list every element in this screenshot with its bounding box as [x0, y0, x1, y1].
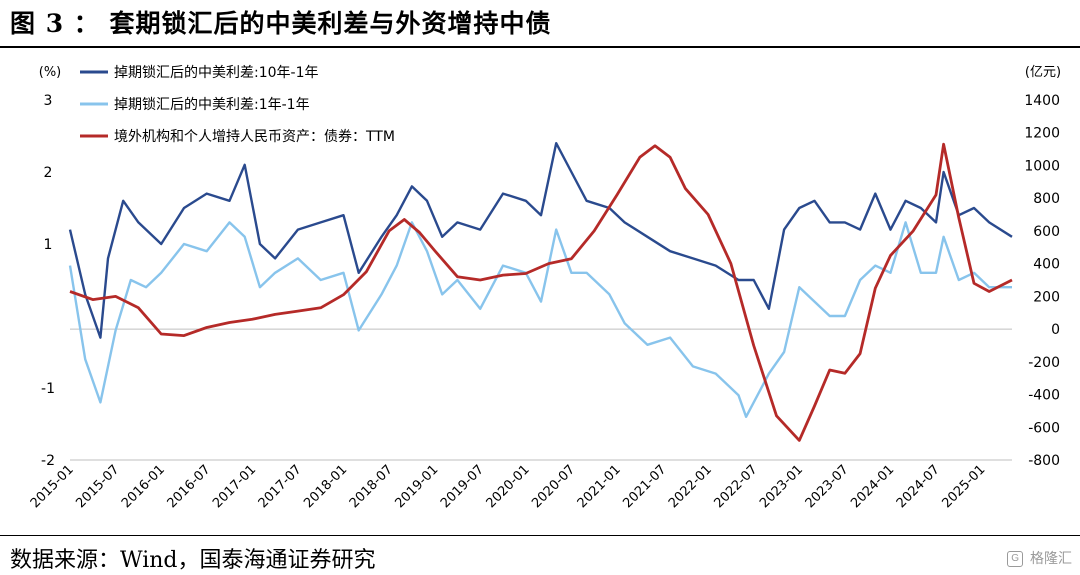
figure-title: 图 3 ： 套期锁汇后的中美利差与外资增持中债 — [10, 9, 552, 38]
watermark-logo-icon: G — [1007, 551, 1024, 568]
right-tick-label: 200 — [1033, 289, 1060, 305]
left-tick-label: 2 — [44, 165, 53, 181]
right-tick-label: -600 — [1028, 420, 1060, 436]
series-line-2 — [68, 221, 1012, 418]
x-tick-label: 2015-01 — [28, 462, 77, 511]
legend-label-2: 掉期锁汇后的中美利差:1年-1年 — [114, 97, 310, 113]
x-tick-label: 2019-07 — [438, 462, 487, 511]
x-tick-label: 2024-01 — [848, 462, 897, 511]
legend-label-1: 掉期锁汇后的中美利差:10年-1年 — [114, 65, 319, 81]
right-tick-label: 1400 — [1024, 93, 1060, 109]
left-tick-label: 3 — [44, 93, 53, 109]
legend-label-3: 境外机构和个人增持人民币资产：债券：TTM — [114, 129, 395, 145]
x-tick-label: 2015-07 — [73, 462, 122, 511]
right-tick-label: 800 — [1033, 191, 1060, 207]
x-tick-label: 2025-01 — [939, 462, 988, 511]
x-tick-label: 2018-07 — [347, 462, 396, 511]
left-tick-label: -1 — [41, 381, 55, 397]
x-tick-label: 2019-01 — [392, 462, 441, 511]
right-tick-label: -400 — [1028, 388, 1060, 404]
watermark-text: 格隆汇 — [1030, 550, 1072, 566]
right-tick-label: -800 — [1028, 453, 1060, 469]
left-tick-label: 1 — [44, 237, 53, 253]
left-axis-unit: (%) — [39, 65, 62, 80]
right-tick-label: 1000 — [1024, 158, 1060, 174]
x-tick-label: 2024-07 — [894, 462, 943, 511]
right-axis-unit: (亿元) — [1025, 65, 1061, 80]
series-line-1 — [68, 141, 1013, 339]
right-tick-label: 0 — [1051, 322, 1060, 338]
x-tick-label: 2016-07 — [165, 462, 214, 511]
watermark: G 格隆汇 — [1007, 548, 1072, 568]
x-tick-label: 2023-07 — [803, 462, 852, 511]
x-tick-label: 2022-07 — [712, 462, 761, 511]
x-tick-label: 2016-01 — [119, 462, 168, 511]
series-line-3 — [69, 142, 1013, 442]
x-tick-label: 2021-07 — [620, 462, 669, 511]
chart: -2 -1 1 2 3 (%) -800 -600 -400 -200 0 200 400 600 800 1… — [28, 65, 1061, 511]
x-tick-label: 2017-07 — [256, 462, 305, 511]
title-rule — [0, 46, 1080, 48]
right-tick-label: -200 — [1028, 355, 1060, 371]
right-tick-label: 400 — [1033, 257, 1060, 273]
x-tick-label: 2020-07 — [529, 462, 578, 511]
source-note: 数据来源：Wind，国泰海通证券研究 — [10, 548, 376, 573]
footer-rule — [0, 535, 1080, 536]
left-tick-label: -2 — [41, 453, 55, 469]
x-tick-label: 2020-01 — [484, 462, 533, 511]
x-tick-label: 2022-01 — [666, 462, 715, 511]
right-tick-label: 600 — [1033, 224, 1060, 240]
x-tick-label: 2017-01 — [210, 462, 259, 511]
x-tick-label: 2023-01 — [757, 462, 806, 511]
x-tick-label: 2018-01 — [301, 462, 350, 511]
right-tick-label: 1200 — [1024, 126, 1060, 142]
x-tick-label: 2021-01 — [575, 462, 624, 511]
